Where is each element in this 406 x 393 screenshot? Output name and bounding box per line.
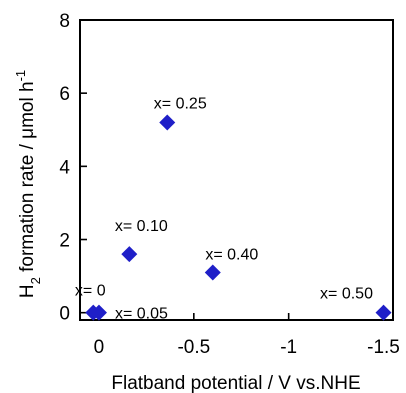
x-axis-label: Flatband potential / V vs.NHE: [111, 373, 360, 393]
x-tick-label-2: -1: [280, 337, 297, 358]
point-group: x= 0 x= 0.05 x= 0.10 x= 0.25 x= 0.40 x= 0.50: [75, 95, 392, 323]
data-point-label-2: x= 0.10: [115, 218, 168, 235]
y-axis-label: H2 formation rate / μmol h-1: [13, 70, 43, 298]
data-point-5: [375, 304, 392, 321]
y-tick-label-2: 4: [59, 157, 70, 178]
y-tick-label-4: 8: [59, 11, 70, 32]
data-point-3: [159, 114, 176, 131]
y-axis-label-sub: 2: [28, 277, 43, 284]
data-point-label-4: x= 0.40: [205, 246, 258, 263]
tick-group: 0 -0.5 -1 -1.5 0 2 4 6 8: [59, 11, 399, 358]
y-axis-label-sup: -1: [13, 70, 28, 82]
data-point-label-3: x= 0.25: [154, 95, 207, 112]
y-axis-label-h: H: [17, 284, 38, 298]
x-tick-label-1: -0.5: [177, 337, 210, 358]
plot-frame: [79, 19, 394, 321]
y-tick-label-1: 2: [59, 231, 70, 252]
x-tick-label-3: -1.5: [367, 337, 400, 358]
y-tick-label-0: 0: [59, 304, 70, 325]
data-point-4: [204, 264, 221, 281]
data-point-2: [121, 246, 138, 263]
y-tick-label-3: 6: [59, 84, 70, 105]
x-tick-label-0: 0: [94, 337, 105, 358]
data-point-1: [90, 304, 107, 321]
y-axis-label-rest: formation rate / μmol h: [17, 81, 38, 277]
data-point-label-1: x= 0.05: [115, 306, 168, 323]
data-point-label-5: x= 0.50: [320, 286, 373, 303]
data-point-label-0: x= 0: [75, 283, 106, 300]
